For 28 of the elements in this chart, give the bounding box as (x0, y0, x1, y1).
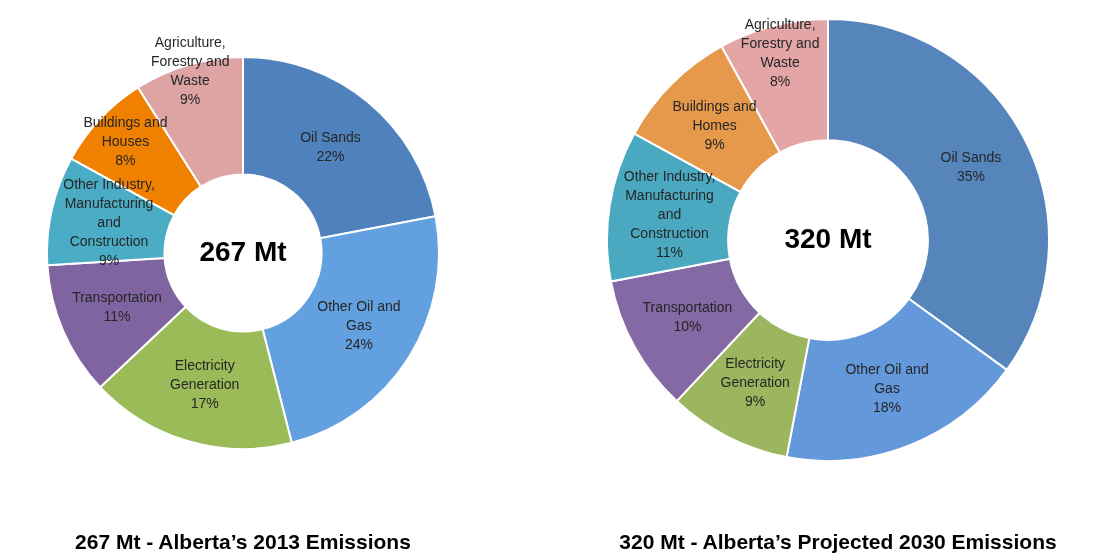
slice-label: Electricity Generation (170, 356, 240, 392)
data-label: 9% (745, 392, 766, 409)
data-label: 18% (873, 399, 902, 416)
data-label: 8% (115, 152, 136, 169)
data-label: 11% (656, 243, 684, 260)
data-label: 10% (673, 317, 702, 334)
slice-label: Transportation (72, 288, 162, 305)
slice-label: Transportation (642, 298, 733, 315)
data-label: 17% (190, 394, 219, 411)
slice-label: Agriculture, Forestry and Waste (150, 33, 230, 88)
text: 320 Mt - Alberta’s Projected 2030 Emissions (619, 530, 1057, 554)
slice-label: Other Oil and Gas (317, 298, 401, 334)
data-label: 22% (316, 147, 345, 164)
slice-label: Electricity Generation (720, 354, 790, 390)
slice-label: Agriculture, Forestry and Waste (740, 15, 820, 70)
data-label: 9% (180, 90, 201, 107)
slice-label: Oil Sands (940, 148, 1002, 165)
data-label: 11% (103, 307, 131, 324)
slice-label: Other Industry, Manufacturing and Construction (623, 167, 716, 241)
text: 320 Mt (784, 222, 872, 254)
data-label: 8% (770, 72, 791, 89)
data-label: 35% (956, 167, 985, 184)
text: 267 Mt (199, 235, 287, 267)
slice-label: Oil Sands (300, 128, 361, 145)
text: 267 Mt - Alberta’s 2013 Emissions (75, 530, 411, 554)
data-label: 24% (344, 336, 373, 353)
slice-label: Other Oil and Gas (845, 361, 929, 397)
data-label: 9% (704, 136, 725, 153)
